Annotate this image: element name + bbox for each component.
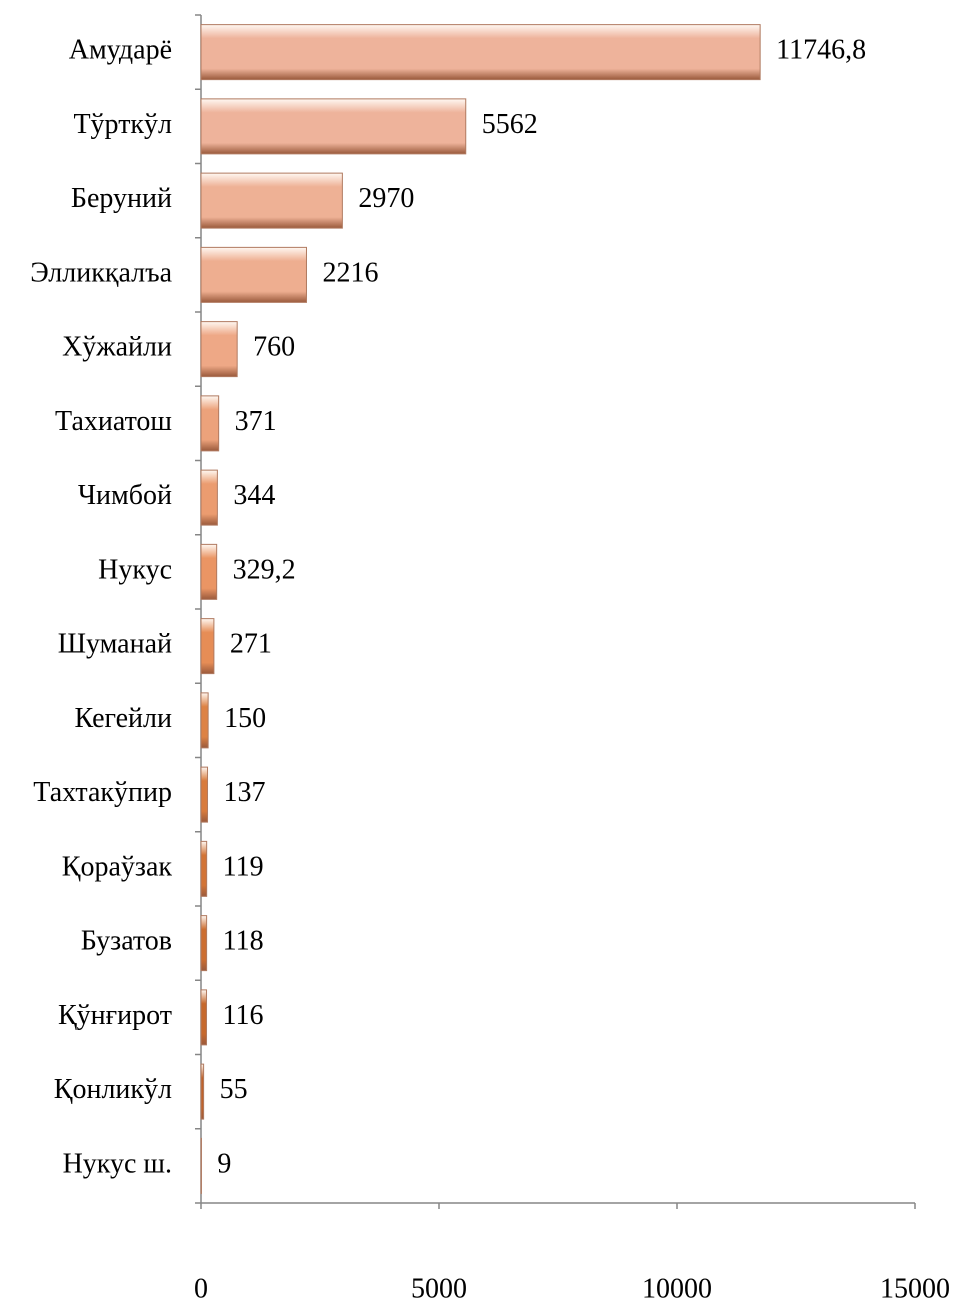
x-tick-label: 5000 — [411, 1273, 467, 1304]
value-label: 116 — [223, 1000, 264, 1031]
bar — [201, 1064, 204, 1119]
value-label: 150 — [224, 703, 266, 734]
bar — [201, 470, 217, 525]
value-label: 760 — [253, 332, 295, 363]
y-tick-label: Элликқалъа — [30, 257, 172, 288]
value-label: 271 — [230, 629, 272, 660]
y-tick-label: Кегейли — [74, 703, 172, 734]
y-tick-label: Қўнғирот — [58, 1000, 172, 1031]
x-tick-label: 10000 — [642, 1273, 712, 1304]
value-label: 9 — [217, 1148, 231, 1179]
bar — [201, 990, 207, 1045]
value-label: 344 — [233, 480, 275, 511]
bar — [201, 693, 208, 748]
bar — [201, 544, 217, 599]
value-label: 2970 — [358, 183, 414, 214]
value-label: 137 — [224, 777, 266, 808]
bar — [201, 619, 214, 674]
y-tick-label: Амударё — [69, 35, 172, 66]
value-label: 2216 — [322, 257, 378, 288]
y-tick-label: Қонликўл — [54, 1074, 172, 1105]
bar — [201, 767, 208, 822]
y-tick-label: Қораўзак — [62, 851, 173, 882]
y-tick-label: Тўрткўл — [73, 109, 172, 140]
x-tick-label: 15000 — [880, 1273, 950, 1304]
bar — [201, 99, 466, 154]
bar — [201, 173, 342, 228]
value-label: 118 — [223, 926, 264, 957]
value-label: 55 — [220, 1074, 248, 1105]
y-tick-label: Тахтакўпир — [33, 777, 172, 808]
value-label: 5562 — [482, 109, 538, 140]
value-label: 371 — [235, 406, 277, 437]
bar — [201, 322, 237, 377]
bar — [201, 916, 207, 971]
y-tick-label: Беруний — [71, 183, 172, 214]
y-tick-label: Хўжайли — [62, 332, 172, 363]
bar — [201, 396, 219, 451]
y-tick-label: Бузатов — [81, 926, 172, 957]
bar — [201, 25, 760, 80]
value-label: 119 — [223, 851, 264, 882]
y-tick-label: Чимбой — [78, 480, 172, 511]
x-tick-label: 0 — [194, 1273, 208, 1304]
bar — [201, 247, 306, 302]
value-label: 329,2 — [233, 554, 296, 585]
y-tick-label: Нукус — [98, 554, 172, 585]
y-tick-label: Тахиатош — [55, 406, 172, 437]
bar — [201, 841, 207, 896]
value-label: 11746,8 — [776, 35, 866, 66]
y-tick-label: Шуманай — [58, 629, 172, 660]
y-tick-label: Нукус ш. — [63, 1148, 172, 1179]
